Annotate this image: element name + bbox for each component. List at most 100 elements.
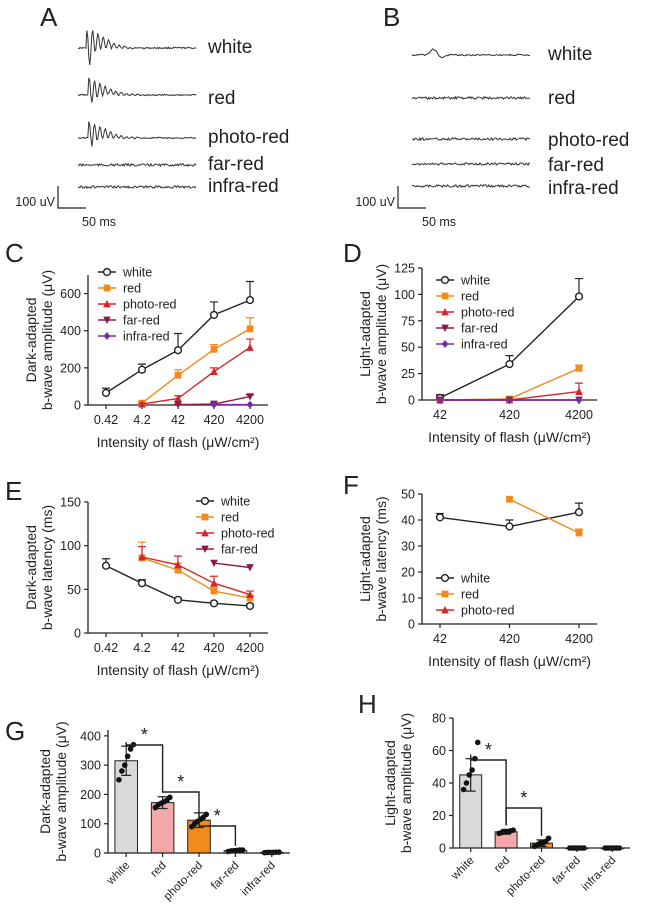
point-photo-red xyxy=(174,560,182,569)
point-photo-red xyxy=(210,367,218,375)
significance-star: * xyxy=(485,740,492,760)
series-line-far-red xyxy=(213,562,251,569)
point-infra-red xyxy=(506,396,513,404)
y-axis-label-line1: Dark-adapted xyxy=(23,298,39,383)
y-tick-label: 200 xyxy=(80,788,101,802)
point-red xyxy=(174,566,182,574)
trace-label-red: red xyxy=(548,88,575,109)
y-tick-label: 30 xyxy=(401,540,415,554)
trace-label-infra-red: infra-red xyxy=(208,176,279,197)
legend-label-photo-red: photo-red xyxy=(461,604,515,618)
point-infra-red xyxy=(210,400,218,409)
legend-marker-photo-red xyxy=(201,529,209,537)
point-far-red xyxy=(246,393,254,401)
x-tick-label: photo-red xyxy=(504,855,547,898)
y-axis-label-line1: Dark-adapted xyxy=(23,525,39,610)
point-white xyxy=(137,579,147,588)
point-white xyxy=(505,359,514,369)
significance-star: * xyxy=(520,788,527,808)
y-tick-label: 40 xyxy=(432,777,446,791)
y-tick-label: 50 xyxy=(67,583,81,597)
legend-label-white: white xyxy=(220,495,250,509)
trace-label-infra-red: infra-red xyxy=(548,178,619,199)
legend-marker-far-red xyxy=(201,545,209,553)
x-tick-label: 4.2 xyxy=(133,641,150,655)
point-red xyxy=(575,529,583,537)
y-tick-label: 60 xyxy=(432,744,446,758)
error-bar-white xyxy=(121,745,132,776)
x-axis-label: Intensity of flash (μW/cm²) xyxy=(428,653,591,669)
point-white xyxy=(173,346,183,355)
y-tick-label: 80 xyxy=(432,712,446,726)
legend-label-photo-red: photo-red xyxy=(461,306,515,320)
y-axis-label-line2: b-wave amplitude (μV) xyxy=(373,264,389,404)
y-tick-label: 50 xyxy=(401,341,415,355)
erg-trace-red xyxy=(77,77,197,103)
series-line-red xyxy=(509,498,580,534)
legend-marker-white xyxy=(102,267,112,277)
series-line-red xyxy=(439,367,580,401)
y-tick-label: 75 xyxy=(401,314,415,328)
significance-star: * xyxy=(214,806,221,826)
y-axis-label-line2: b-wave latency (ms) xyxy=(39,505,55,630)
scale-bar-time: 50 ms xyxy=(82,215,116,229)
point-infra-red xyxy=(246,400,254,409)
legend-label-infra-red: infra-red xyxy=(123,330,170,344)
point-white xyxy=(245,601,255,611)
erg-trace-photo-red xyxy=(77,121,197,147)
significance-bracket xyxy=(198,808,237,846)
panel-letter-c: C xyxy=(5,238,24,268)
legend-label-infra-red: infra-red xyxy=(461,338,508,352)
y-axis-label-line1: Dark-adapted xyxy=(37,749,53,834)
erg-trace-photo-red xyxy=(411,136,531,142)
x-tick-label: far-red xyxy=(209,860,241,892)
legend-label-far-red: far-red xyxy=(221,543,258,557)
data-point-white xyxy=(463,780,470,786)
axes xyxy=(421,268,597,401)
y-axis-label-line2: b-wave amplitude (μV) xyxy=(39,270,55,410)
legend-label-white: white xyxy=(460,572,490,586)
y-tick-label: 600 xyxy=(60,287,81,301)
x-tick-label: 4200 xyxy=(565,408,593,422)
x-tick-label: far-red xyxy=(551,855,583,887)
trace-label-white: white xyxy=(547,44,592,65)
legend-marker-far-red xyxy=(441,324,449,332)
x-tick-label: red xyxy=(492,855,512,875)
y-axis-label-line1: Light-adapted xyxy=(382,740,398,826)
x-tick-label: white xyxy=(449,855,477,883)
y-tick-label: 400 xyxy=(60,324,81,338)
legend-label-red: red xyxy=(123,282,141,296)
erg-trace-red xyxy=(411,95,531,101)
legend-marker-red xyxy=(441,292,449,300)
x-tick-label: 420 xyxy=(204,641,225,655)
legend-label-photo-red: photo-red xyxy=(123,298,177,312)
point-far-red xyxy=(174,401,182,409)
x-tick-label: 4200 xyxy=(236,641,264,655)
trace-label-photo-red: photo-red xyxy=(208,127,289,148)
point-red xyxy=(246,325,254,333)
point-photo-red xyxy=(138,400,146,408)
data-point-red xyxy=(510,827,516,833)
x-tick-label: infra-red xyxy=(239,860,278,899)
data-point-white xyxy=(474,739,481,746)
chart-panel-d: 0 25 50 75 100 125 42 420 4200 Light-adapted b-wav… xyxy=(357,262,597,445)
significance-bracket xyxy=(125,742,164,793)
point-photo-red xyxy=(138,553,146,561)
scale-bar xyxy=(397,186,426,209)
point-photo-red xyxy=(246,590,254,598)
y-tick-label: 20 xyxy=(432,809,446,823)
y-axis-label-line2: b-wave amplitude (μV) xyxy=(53,721,69,861)
point-photo-red xyxy=(210,579,218,587)
legend-label-red: red xyxy=(461,290,479,304)
erg-trace-white xyxy=(77,30,197,65)
point-white xyxy=(173,595,183,604)
panel-letter-b: B xyxy=(383,2,400,32)
x-tick-label: 0.42 xyxy=(94,413,118,427)
trace-label-far-red: far-red xyxy=(208,154,264,175)
chart-panel-c: 0 200 400 600 0.42 4.2 42 420 4200 Dark-adapted b-… xyxy=(23,266,268,450)
y-tick-label: 25 xyxy=(401,367,415,381)
y-axis-label-line2: b-wave amplitude (μV) xyxy=(398,713,414,853)
significance-bracket xyxy=(470,754,507,826)
